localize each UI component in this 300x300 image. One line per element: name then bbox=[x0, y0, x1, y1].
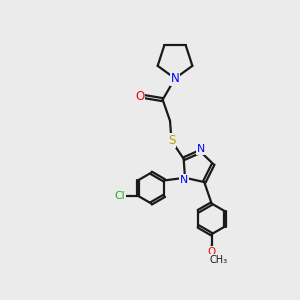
Text: CH₃: CH₃ bbox=[210, 255, 228, 265]
Text: N: N bbox=[180, 175, 188, 185]
Text: O: O bbox=[135, 90, 144, 103]
Text: S: S bbox=[168, 134, 175, 147]
Text: N: N bbox=[171, 72, 179, 85]
Text: O: O bbox=[208, 247, 216, 257]
Text: N: N bbox=[197, 144, 206, 154]
Text: Cl: Cl bbox=[114, 191, 125, 201]
